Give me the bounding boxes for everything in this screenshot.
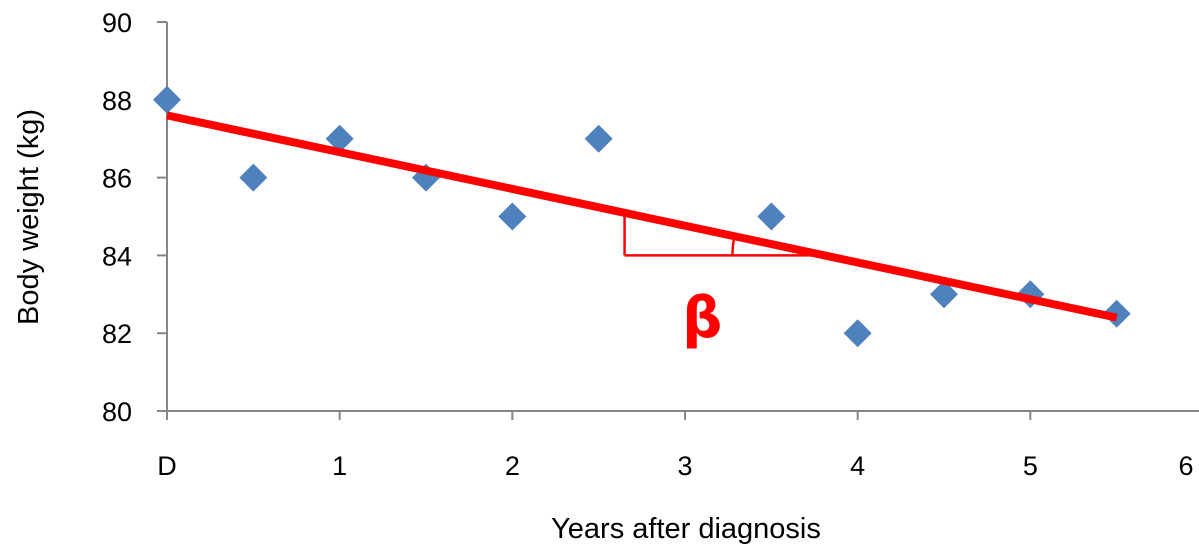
y-tick-label: 82 <box>102 319 132 349</box>
y-tick-label: 88 <box>102 86 132 116</box>
axes <box>166 22 1199 412</box>
x-tick-label: 3 <box>677 451 692 481</box>
x-tick-label: 6 <box>1178 451 1193 481</box>
y-tick-label: 80 <box>102 397 132 427</box>
data-points <box>153 85 1131 348</box>
trendline <box>166 111 1118 322</box>
data-point <box>498 202 527 231</box>
y-tick-label: 90 <box>102 8 132 38</box>
y-axis-ticks: 80 82 84 86 88 90 <box>102 8 167 427</box>
x-axis-ticks: D 1 2 3 4 5 6 <box>157 411 1194 481</box>
beta-label: β <box>682 286 722 351</box>
data-point <box>239 163 268 192</box>
data-point <box>325 124 354 153</box>
data-point <box>843 319 872 348</box>
x-tick-label: 2 <box>505 451 520 481</box>
x-tick-label: 5 <box>1023 451 1038 481</box>
data-point <box>930 280 958 309</box>
y-tick-label: 84 <box>102 241 132 271</box>
data-point <box>584 124 613 153</box>
x-tick-label: D <box>157 451 177 481</box>
data-point <box>153 85 181 114</box>
x-axis-title: Years after diagnosis <box>551 513 821 545</box>
trendline-group <box>166 111 1118 322</box>
x-tick-label: 1 <box>332 451 347 481</box>
y-tick-label: 86 <box>102 164 132 194</box>
x-tick-label: 4 <box>850 451 865 481</box>
y-axis-title: Body weight (kg) <box>13 109 45 325</box>
data-point <box>757 202 786 231</box>
